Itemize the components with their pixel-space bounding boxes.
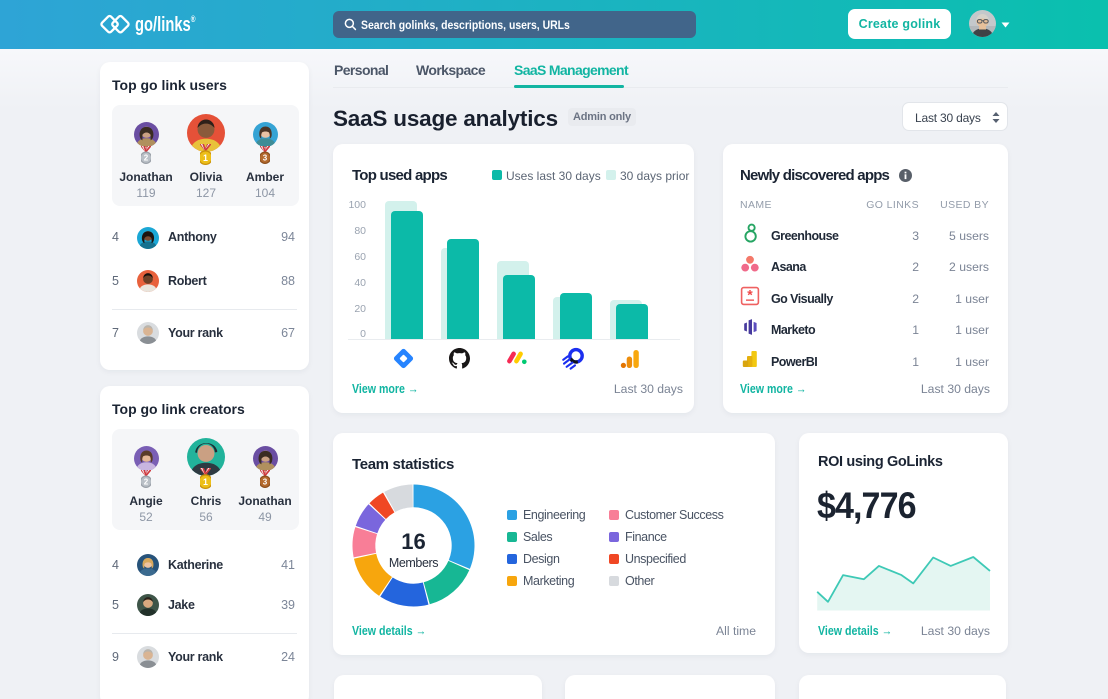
svg-text:*: *: [747, 286, 753, 302]
svg-text:3: 3: [263, 154, 268, 163]
svg-text:1: 1: [203, 477, 208, 487]
svg-text:2: 2: [144, 478, 149, 487]
svg-text:3: 3: [263, 478, 268, 487]
svg-text:1: 1: [203, 153, 208, 163]
svg-text:2: 2: [144, 154, 149, 163]
